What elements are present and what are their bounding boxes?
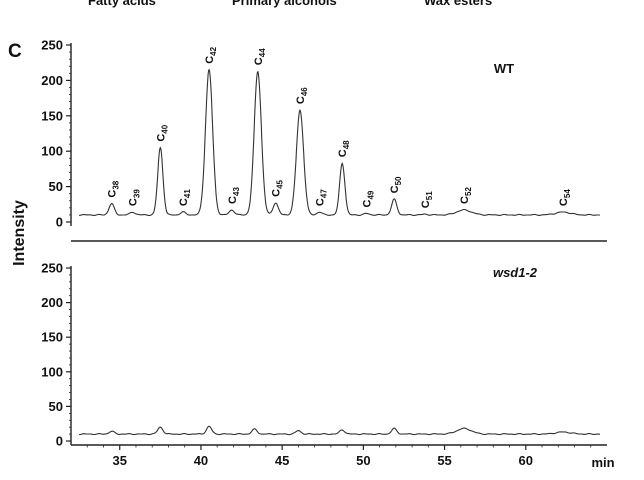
header-label-fatty-acids: Fatty acids — [88, 0, 156, 8]
y-tick-label-wsd1-2: 200 — [41, 295, 63, 310]
header-label-primary-alcohols: Primary alcohols — [232, 0, 337, 8]
panels-group: 050100150200250C38C39C40C41C42C43C44C45C… — [41, 38, 607, 468]
panel-title-wt: WT — [494, 61, 514, 76]
peak-label-letter: C — [128, 198, 140, 206]
peak-label-letter: C — [459, 196, 471, 204]
y-tick-label-wsd1-2: 0 — [56, 434, 63, 449]
y-tick-label-wsd1-2: 100 — [41, 364, 63, 379]
peak-label-subscript: 46 — [300, 87, 309, 96]
peak-label-subscript: 54 — [563, 189, 572, 198]
peak-label-wt: C44 — [253, 48, 267, 65]
panel-letter: C — [8, 41, 22, 62]
peak-label-wt: C52 — [459, 187, 473, 204]
y-tick-label-wt: 200 — [41, 73, 63, 88]
panel-title-wsd1-2: wsd1-2 — [493, 265, 538, 280]
x-tick-label: 55 — [437, 453, 451, 468]
x-tick-label: 35 — [112, 453, 126, 468]
peak-label-subscript: 47 — [320, 189, 329, 198]
peak-label-letter: C — [178, 198, 190, 206]
peak-label-letter: C — [155, 134, 167, 142]
peak-label-wt: C47 — [315, 189, 329, 206]
peak-label-subscript: 45 — [276, 179, 285, 188]
y-tick-label-wt: 50 — [49, 179, 63, 194]
peak-label-letter: C — [204, 56, 216, 64]
x-tick-label: 45 — [275, 453, 289, 468]
x-tick-label: 60 — [519, 453, 533, 468]
peak-label-wt: C39 — [128, 189, 142, 206]
peak-label-wt: C50 — [389, 176, 403, 193]
peak-label-wt: C38 — [107, 180, 121, 197]
y-tick-label-wt: 250 — [41, 38, 63, 53]
peak-label-wt: C51 — [420, 191, 434, 208]
peak-label-wt: C48 — [337, 140, 351, 157]
peak-label-subscript: 42 — [209, 46, 218, 55]
y-tick-label-wt: 150 — [41, 108, 63, 123]
x-tick-label: 40 — [194, 453, 208, 468]
peak-label-letter: C — [271, 189, 283, 197]
peak-label-letter: C — [558, 198, 570, 206]
y-tick-label-wsd1-2: 150 — [41, 330, 63, 345]
peak-label-wt: C43 — [227, 187, 241, 204]
peak-label-subscript: 38 — [112, 180, 121, 189]
peak-label-subscript: 51 — [425, 191, 434, 200]
peak-label-subscript: 41 — [183, 189, 192, 198]
peak-label-letter: C — [295, 96, 307, 104]
peak-label-letter: C — [337, 149, 349, 157]
peak-label-subscript: 43 — [232, 187, 241, 196]
peak-label-letter: C — [315, 198, 327, 206]
y-tick-label-wt: 0 — [56, 215, 63, 230]
y-tick-label-wt: 100 — [41, 144, 63, 159]
peak-label-wt: C54 — [558, 189, 572, 206]
x-tick-label: 50 — [356, 453, 370, 468]
peak-label-wt: C42 — [204, 46, 218, 63]
peak-label-wt: C41 — [178, 189, 192, 206]
peak-label-letter: C — [420, 200, 432, 208]
y-axis-label: Intensity — [11, 200, 28, 266]
peak-label-letter: C — [362, 200, 374, 208]
trace-line-wt — [79, 68, 600, 216]
y-tick-label-wsd1-2: 250 — [41, 261, 63, 276]
peak-label-wt: C46 — [295, 87, 309, 104]
header-label-wax-esters: Wax esters — [424, 0, 492, 8]
peak-label-subscript: 50 — [394, 176, 403, 185]
peak-label-subscript: 48 — [342, 140, 351, 149]
x-axis-label: min — [591, 455, 614, 470]
peak-label-subscript: 49 — [367, 190, 376, 199]
peak-label-subscript: 52 — [464, 187, 473, 196]
peak-label-letter: C — [107, 190, 119, 198]
peak-label-letter: C — [389, 185, 401, 193]
peak-label-letter: C — [253, 57, 265, 65]
peak-label-subscript: 40 — [160, 124, 169, 133]
peak-label-subscript: 44 — [258, 48, 267, 57]
trace-line-wsd1-2 — [79, 425, 600, 436]
y-tick-label-wsd1-2: 50 — [49, 399, 63, 414]
peak-label-letter: C — [227, 196, 239, 204]
peak-label-wt: C45 — [271, 179, 285, 196]
peak-label-wt: C49 — [362, 190, 376, 207]
peak-label-subscript: 39 — [133, 189, 142, 198]
peak-label-wt: C40 — [155, 124, 169, 141]
